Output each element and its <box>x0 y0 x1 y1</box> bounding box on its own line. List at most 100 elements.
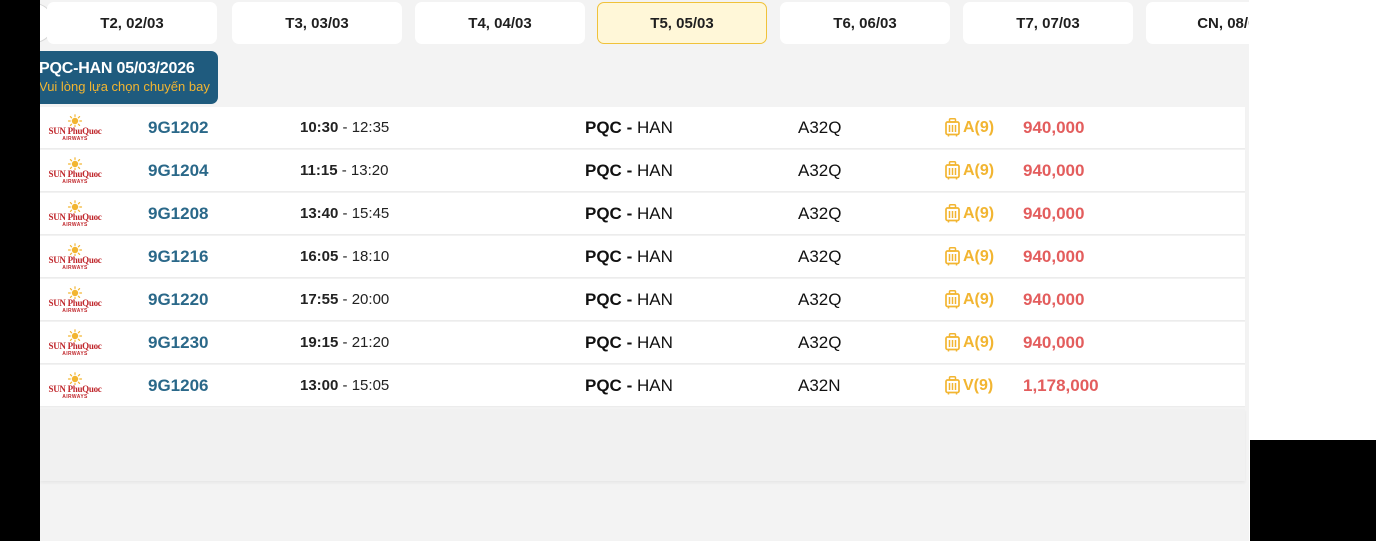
luggage-icon <box>944 118 960 137</box>
origin-code: PQC <box>585 375 622 395</box>
flight-row-9G1216[interactable]: SUN PhuQuoc AIRWAYS 9G1216 16:05 - 18:10… <box>40 236 1245 277</box>
fare-price: 940,000 <box>1023 289 1085 309</box>
fare-class: A(9) <box>963 161 995 179</box>
arrival-time: 21:20 <box>351 334 390 351</box>
flight-number: 9G1206 <box>148 375 209 395</box>
sun-logo-icon <box>67 156 83 170</box>
sun-logo-icon <box>67 371 83 385</box>
sun-logo-icon <box>67 199 83 213</box>
destination-code: HAN <box>636 160 673 180</box>
date-selector: T2, 02/03 T3, 03/03 T4, 04/03 T5, 05/03 … <box>40 0 1249 46</box>
destination-code: HAN <box>636 117 673 137</box>
route-separator: - <box>621 332 637 352</box>
luggage-icon <box>944 290 960 309</box>
luggage-icon <box>944 376 960 395</box>
fare-price: 940,000 <box>1023 332 1085 352</box>
flight-route: PQC - HAN <box>585 193 673 234</box>
baggage-icon <box>942 236 962 277</box>
route-separator: - <box>621 160 637 180</box>
origin-code: PQC <box>585 203 622 223</box>
airline-logo: SUN PhuQuoc AIRWAYS <box>40 322 110 363</box>
departure-time: 17:55 <box>300 291 339 308</box>
flight-row-9G1220[interactable]: SUN PhuQuoc AIRWAYS 9G1220 17:55 - 20:00… <box>40 279 1245 320</box>
baggage-icon <box>942 322 962 363</box>
airline-logo: SUN PhuQuoc AIRWAYS <box>40 236 110 277</box>
aircraft-type: A32Q <box>798 246 842 266</box>
origin-code: PQC <box>585 117 622 137</box>
origin-code: PQC <box>585 160 622 180</box>
right-white-edge <box>1249 440 1250 541</box>
airline-name: SUN PhuQuoc <box>48 297 102 308</box>
date-tab-label: T2, 02/03 <box>100 14 164 32</box>
airline-sub: AIRWAYS <box>62 350 88 357</box>
date-tab-label: T4, 04/03 <box>468 14 532 32</box>
right-black-bar <box>1249 0 1376 541</box>
date-tab-1[interactable]: T3, 03/03 <box>232 2 402 44</box>
airline-sub: AIRWAYS <box>62 307 88 314</box>
date-tab-label: T5, 05/03 <box>650 14 714 32</box>
airline-name: SUN PhuQuoc <box>48 254 102 265</box>
origin-code: PQC <box>585 289 622 309</box>
flight-row-9G1202[interactable]: SUN PhuQuoc AIRWAYS 9G1202 10:30 - 12:35… <box>40 107 1245 148</box>
date-tab-3-selected[interactable]: T5, 05/03 <box>597 2 767 44</box>
time-separator: - <box>337 162 351 179</box>
sun-logo-icon <box>67 328 83 342</box>
flight-row-9G1206[interactable]: SUN PhuQuoc AIRWAYS 9G1206 13:00 - 15:05… <box>40 365 1245 406</box>
baggage-icon <box>942 107 962 148</box>
empty-results-area <box>40 409 1245 481</box>
baggage-icon <box>942 279 962 320</box>
arrival-time: 12:35 <box>351 119 390 136</box>
airline-name: SUN PhuQuoc <box>48 340 102 351</box>
date-tab-5[interactable]: T7, 07/03 <box>963 2 1133 44</box>
departure-time: 16:05 <box>300 248 339 265</box>
fare-class: A(9) <box>963 118 995 136</box>
date-tab-label: T6, 06/03 <box>833 14 897 32</box>
flight-route: PQC - HAN <box>585 107 673 148</box>
sun-logo-icon <box>67 285 83 299</box>
fare-class: A(9) <box>963 247 995 265</box>
aircraft-type: A32Q <box>798 203 842 223</box>
sun-logo-icon <box>67 242 83 256</box>
route-separator: - <box>621 117 637 137</box>
date-tab-4[interactable]: T6, 06/03 <box>780 2 950 44</box>
airline-name: SUN PhuQuoc <box>48 211 102 222</box>
date-tab-6[interactable]: CN, 08/03 <box>1146 2 1249 44</box>
fare-class: V(9) <box>963 376 994 394</box>
luggage-icon <box>944 204 960 223</box>
flight-row-9G1230[interactable]: SUN PhuQuoc AIRWAYS 9G1230 19:15 - 21:20… <box>40 322 1245 363</box>
date-tab-2[interactable]: T4, 04/03 <box>415 2 585 44</box>
route-title: PQC-HAN 05/03/2026 <box>40 60 195 77</box>
flight-row-9G1204[interactable]: SUN PhuQuoc AIRWAYS 9G1204 11:15 - 13:20… <box>40 150 1245 191</box>
destination-code: HAN <box>636 375 673 395</box>
airline-name: SUN PhuQuoc <box>48 383 102 394</box>
luggage-icon <box>944 333 960 352</box>
route-separator: - <box>621 246 637 266</box>
aircraft-type: A32Q <box>798 289 842 309</box>
route-header: PQC-HAN 05/03/2026 Vui lòng lựa chọn chu… <box>40 51 218 104</box>
baggage-icon <box>942 193 962 234</box>
flight-time: 17:55 - 20:00 <box>300 279 389 320</box>
fare-price: 940,000 <box>1023 160 1085 180</box>
flight-time: 11:15 - 13:20 <box>300 150 388 191</box>
fare-price: 940,000 <box>1023 203 1085 223</box>
airline-logo: SUN PhuQuoc AIRWAYS <box>40 365 110 406</box>
fare-price: 940,000 <box>1023 246 1085 266</box>
date-tab-label: T3, 03/03 <box>285 14 349 32</box>
origin-code: PQC <box>585 246 622 266</box>
flight-number: 9G1216 <box>148 246 209 266</box>
flight-time: 16:05 - 18:10 <box>300 236 389 277</box>
flight-row-9G1208[interactable]: SUN PhuQuoc AIRWAYS 9G1208 13:40 - 15:45… <box>40 193 1245 234</box>
route-separator: - <box>621 203 637 223</box>
flight-time: 13:00 - 15:05 <box>300 365 389 406</box>
route-separator: - <box>621 289 637 309</box>
origin-code: PQC <box>585 332 622 352</box>
destination-code: HAN <box>636 203 673 223</box>
aircraft-type: A32N <box>798 375 841 395</box>
date-tab-0[interactable]: T2, 02/03 <box>47 2 217 44</box>
flight-route: PQC - HAN <box>585 279 673 320</box>
luggage-icon <box>944 161 960 180</box>
time-separator: - <box>338 334 352 351</box>
flight-number: 9G1230 <box>148 332 209 352</box>
flight-list: SUN PhuQuoc AIRWAYS 9G1202 10:30 - 12:35… <box>40 107 1249 408</box>
date-tab-label: CN, 08/03 <box>1197 14 1249 32</box>
